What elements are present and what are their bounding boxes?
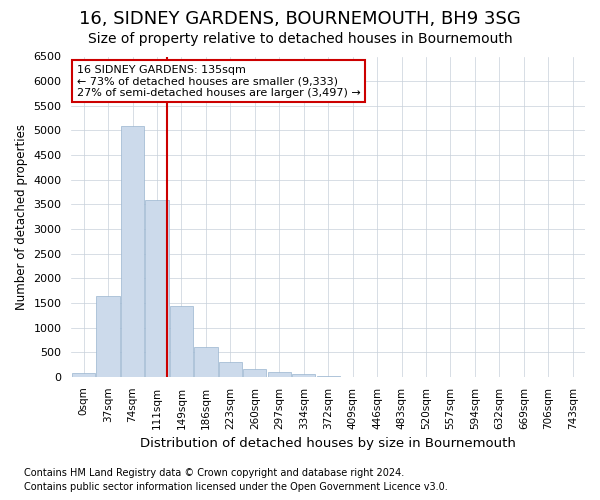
Bar xyxy=(243,370,266,377)
Y-axis label: Number of detached properties: Number of detached properties xyxy=(15,124,28,310)
Bar xyxy=(170,306,193,377)
Bar xyxy=(317,376,340,377)
Text: Size of property relative to detached houses in Bournemouth: Size of property relative to detached ho… xyxy=(88,32,512,46)
Bar xyxy=(292,374,316,377)
X-axis label: Distribution of detached houses by size in Bournemouth: Distribution of detached houses by size … xyxy=(140,437,516,450)
Text: 16, SIDNEY GARDENS, BOURNEMOUTH, BH9 3SG: 16, SIDNEY GARDENS, BOURNEMOUTH, BH9 3SG xyxy=(79,10,521,28)
Text: Contains HM Land Registry data © Crown copyright and database right 2024.: Contains HM Land Registry data © Crown c… xyxy=(24,468,404,477)
Bar xyxy=(268,372,291,377)
Bar xyxy=(194,346,218,377)
Text: 16 SIDNEY GARDENS: 135sqm
← 73% of detached houses are smaller (9,333)
27% of se: 16 SIDNEY GARDENS: 135sqm ← 73% of detac… xyxy=(77,64,360,98)
Bar xyxy=(97,296,120,377)
Bar xyxy=(72,373,95,377)
Bar xyxy=(219,362,242,377)
Bar xyxy=(121,126,144,377)
Text: Contains public sector information licensed under the Open Government Licence v3: Contains public sector information licen… xyxy=(24,482,448,492)
Bar xyxy=(145,200,169,377)
